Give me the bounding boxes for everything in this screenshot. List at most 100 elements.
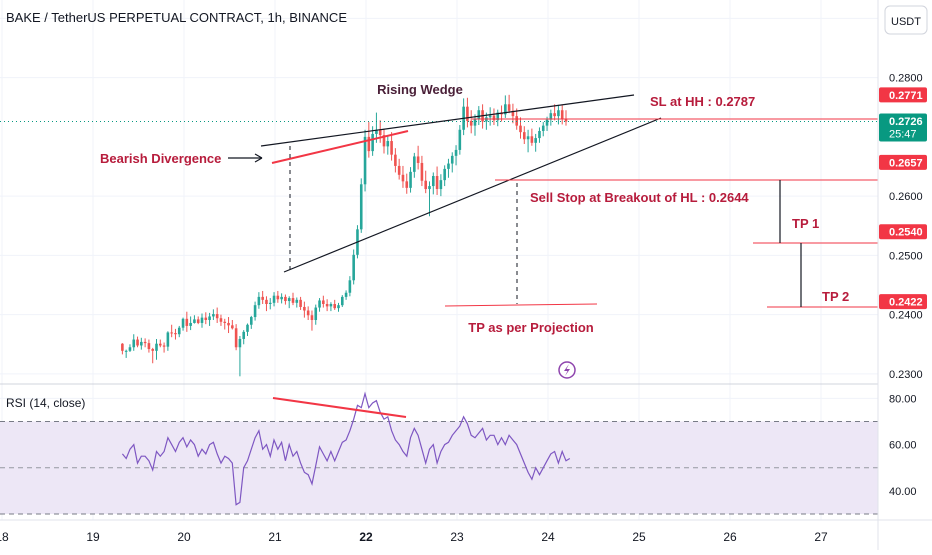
candle-body [413,156,416,172]
candle-body [333,304,337,309]
candle-body [458,129,462,150]
currency-button-label[interactable]: USDT [891,16,921,28]
wedge-lower-line [283,117,662,273]
rsi-line [121,391,571,506]
divergence-price-line [271,130,409,164]
candle-body [431,176,435,187]
candle-body [200,317,204,323]
candle-body [469,120,473,126]
candle-body [560,110,564,119]
chart-title: BAKE / TetherUS PERPETUAL CONTRACT, 1h, … [6,10,347,25]
candle-body [530,136,534,143]
candle-body [196,319,200,323]
candle-body [147,343,151,350]
candle-body [526,136,530,140]
candle-body [177,327,181,335]
divergence-arrow-head [254,153,263,163]
candle-body [208,316,211,320]
candle-body [253,305,257,318]
price-label-badge [879,87,927,103]
candle-body [511,110,515,117]
candle-body [394,154,397,166]
candle-body [386,141,390,147]
price-tick-label: 0.2600 [889,191,923,203]
price-label-text: 0.2726 [889,116,923,128]
sell-stop-label: Sell Stop at Breakout of HL : 0.2644 [530,190,749,205]
price-label-badge [879,224,927,240]
candle-body [541,125,545,131]
candle-body [284,296,287,302]
candle-body [424,180,428,190]
candle-body [212,314,215,317]
candle-body [352,254,355,281]
wedge-upper-line [260,94,635,147]
candle-body [162,345,166,347]
time-tick-label: 26 [723,530,737,544]
candle-body [265,299,268,304]
candle-body [185,318,189,326]
rsi-tick-label: 40.00 [889,486,917,498]
candle-body [447,163,450,169]
candle-body [397,165,401,175]
candle-body [314,307,318,320]
price-tick-label: 0.2300 [889,369,923,381]
candle-body [507,104,511,111]
candle-body [132,339,136,348]
rising-wedge-label: Rising Wedge [377,82,463,97]
candle-body [477,110,481,120]
price-tick-label: 0.2800 [889,73,923,85]
candle-body [439,180,443,190]
candle-body [287,298,291,302]
candle-body [280,296,283,300]
candle-body [189,322,192,326]
candle-body [557,110,560,117]
candle-body [545,119,549,126]
candle-body [303,306,306,311]
candle-body [519,125,522,133]
candle-body [174,333,177,335]
candle-body [504,104,507,115]
price-tick-label: 0.2400 [889,310,923,322]
candle-body [375,129,378,134]
candle-body [306,310,310,316]
candle-body [488,115,492,118]
candle-body [416,156,420,163]
candle-body [242,331,246,339]
candle-body [249,317,253,325]
time-tick-label: 22 [359,530,373,544]
rsi-band-fill [0,421,878,514]
candle-body [409,171,412,188]
candle-body [295,299,299,303]
currency-button[interactable] [884,5,928,35]
sl-label: SL at HH : 0.2787 [650,94,755,109]
rsi-series-line [121,391,571,506]
candle-body [325,304,329,307]
projection-target-horizontal [444,303,598,307]
candle-body [344,292,348,297]
candle-body [466,106,469,121]
candle-body [155,343,158,351]
candle-body [276,295,280,300]
time-tick-label: 25 [632,530,646,544]
candle-body [318,300,321,308]
candle-body [337,305,340,309]
candle-body [443,168,446,181]
lightning-icon[interactable] [558,361,576,379]
price-label-badge [879,154,927,170]
time-tick-label: 27 [814,530,828,544]
candle-body [272,295,276,303]
rsi-tick-label: 60.00 [889,440,917,452]
candle-body [401,174,405,182]
price-label-countdown: 25:47 [889,128,917,140]
candle-body [268,302,272,304]
candle-body [181,318,185,328]
candle-body [492,115,496,121]
candle-body [136,339,139,346]
candle-body [299,299,302,307]
candle-body [538,130,541,139]
tp-projection-label: TP as per Projection [468,320,594,335]
divergence-rsi-line [272,397,407,418]
